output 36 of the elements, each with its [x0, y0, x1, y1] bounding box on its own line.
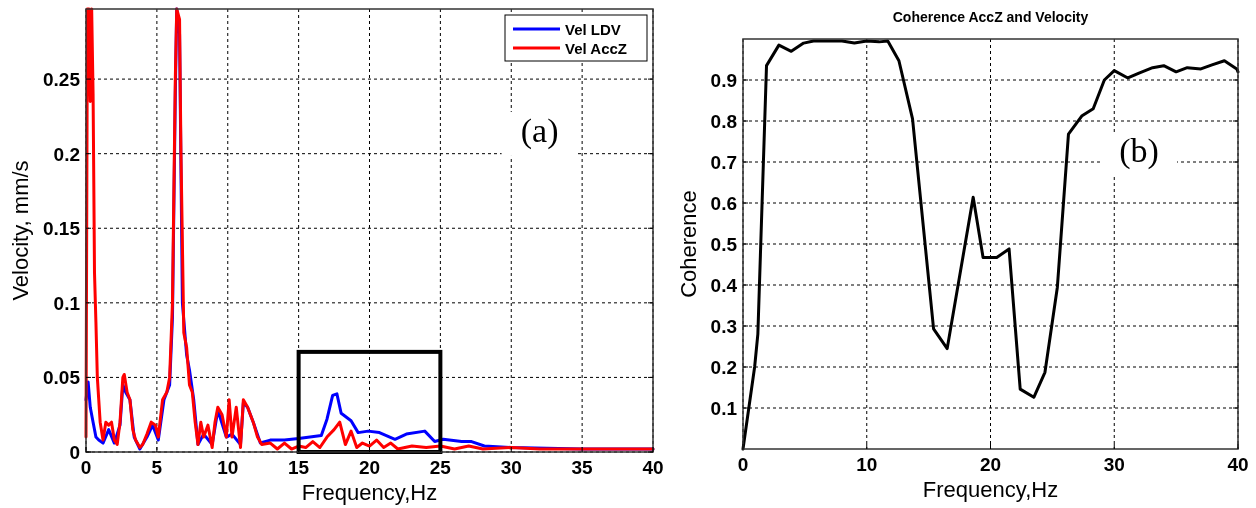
y-tick-label: 0.2 [710, 357, 737, 378]
y-axis-title: Velocity, mm/s [8, 160, 33, 301]
y-tick-label: 0.5 [710, 234, 738, 255]
legend-label: Vel AccZ [565, 40, 627, 57]
y-tick-label: 0.25 [43, 69, 81, 91]
y-tick-label: 0.6 [710, 193, 737, 214]
x-tick-label: 35 [571, 457, 594, 478]
x-axis-title: Frequency,Hz [301, 480, 438, 505]
y-tick-label: 0.4 [710, 275, 738, 296]
x-tick-label: 15 [288, 457, 310, 478]
x-tick-label: 40 [642, 457, 664, 478]
x-axis-title: Frequency,Hz [922, 477, 1059, 502]
y-tick-label: 0.15 [43, 218, 81, 240]
y-tick-label: 0.7 [710, 152, 737, 173]
line-series [84, 7, 655, 451]
annotation: (a) [520, 111, 559, 150]
legend-label: Vel LDV [565, 21, 621, 38]
x-tick-label: 25 [429, 457, 452, 478]
x-tick-label: 30 [500, 457, 522, 478]
x-tick-label: 20 [979, 454, 1002, 475]
y-tick-label: 0.3 [710, 316, 737, 337]
y-tick-label: 0.9 [710, 70, 737, 91]
x-tick-label: 20 [358, 457, 381, 478]
x-tick-label: 5 [151, 457, 163, 478]
y-axis-title: Coherence [676, 190, 701, 298]
y-tick-label: 0.2 [53, 143, 80, 165]
x-tick-label: 10 [217, 457, 239, 478]
y-tick-label: 0.8 [710, 111, 737, 132]
x-tick-label: 10 [856, 454, 878, 475]
annotation: (b) [1119, 132, 1159, 170]
y-tick-label: 0.1 [710, 398, 738, 419]
x-tick-label: 30 [1103, 454, 1125, 475]
x-tick-label: 40 [1227, 454, 1249, 475]
y-tick-label: 0.05 [43, 367, 81, 389]
y-tick-label: 0.1 [53, 292, 81, 314]
chart-title: Coherence AccZ and Velocity [892, 9, 1089, 25]
